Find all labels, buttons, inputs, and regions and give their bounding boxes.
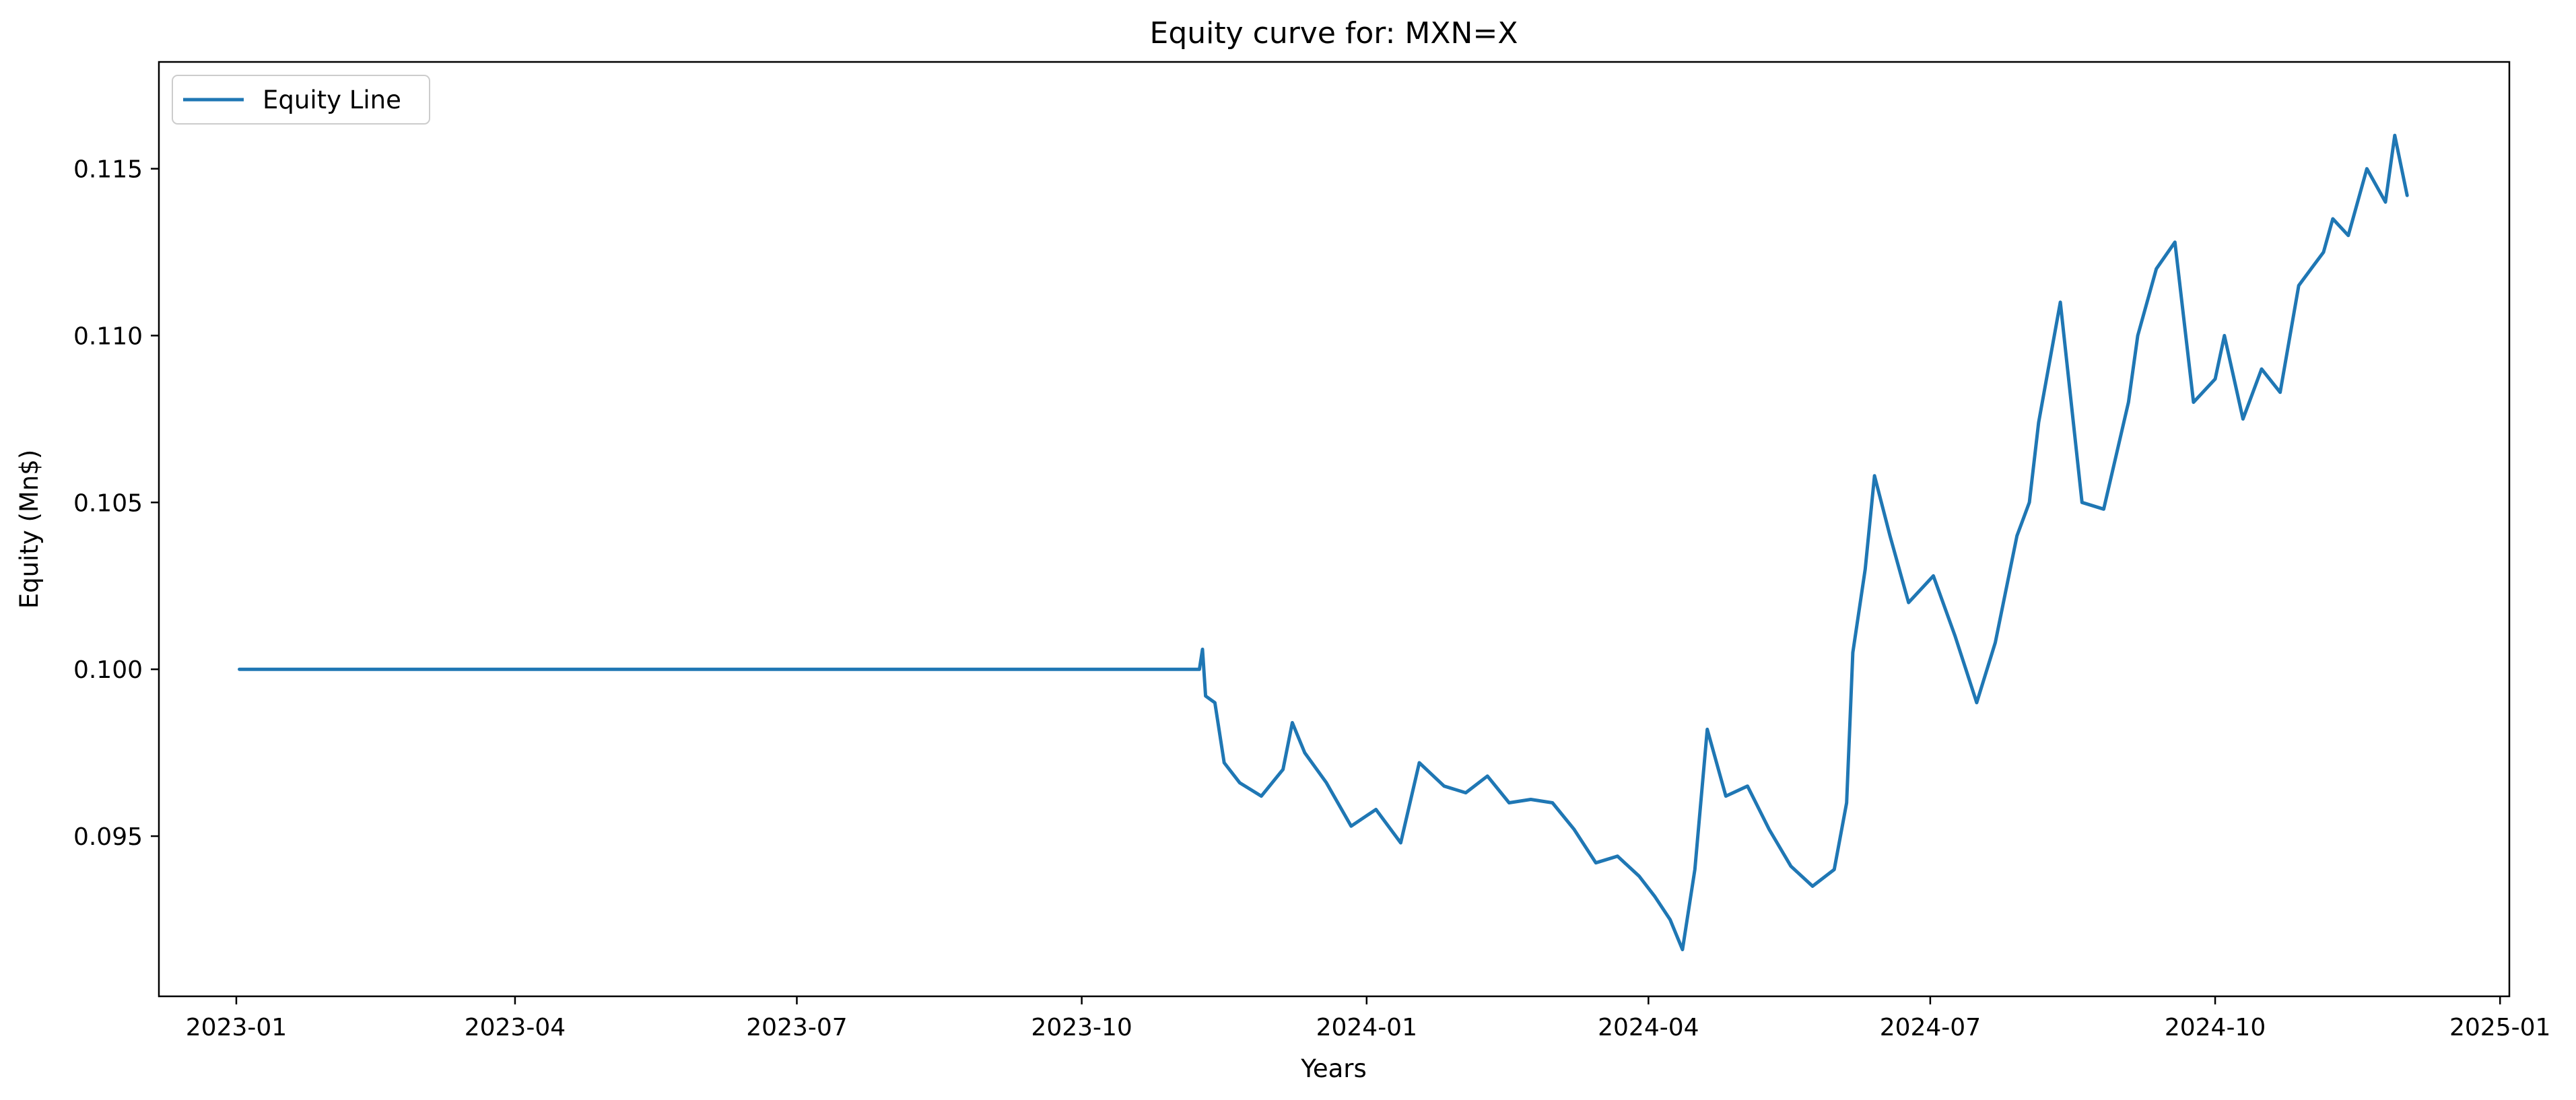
data-point: [2080, 501, 2083, 504]
data-point: [2332, 217, 2334, 220]
data-point: [1375, 808, 1378, 811]
x-tick-label: 2023-01: [186, 1014, 287, 1041]
data-point: [1669, 918, 1671, 921]
data-point: [2322, 251, 2325, 254]
y-tick-label: 0.095: [73, 823, 143, 851]
data-point: [2155, 267, 2158, 270]
data-point: [1282, 768, 1285, 771]
data-point: [2214, 378, 2216, 380]
data-point: [1706, 728, 1709, 730]
data-point: [1418, 761, 1421, 764]
x-axis-label: Years: [1300, 1054, 1367, 1083]
y-tick-label: 0.115: [73, 156, 143, 184]
data-point: [2103, 508, 2105, 510]
y-tick-label: 0.100: [73, 656, 143, 684]
data-point: [1201, 648, 1204, 650]
legend: Equity Line: [172, 75, 430, 125]
data-point: [1198, 668, 1200, 671]
data-point: [2127, 401, 2130, 404]
axes-frame: [158, 61, 2511, 998]
data-point: [238, 668, 241, 671]
data-point: [1464, 792, 1467, 794]
data-point: [1654, 895, 1656, 897]
data-point: [1747, 785, 1749, 788]
data-point: [1486, 775, 1489, 778]
data-point: [1975, 701, 1978, 704]
x-tick-label: 2023-04: [465, 1014, 566, 1041]
data-point: [1873, 475, 1876, 477]
data-point: [2310, 267, 2313, 270]
data-point: [1530, 798, 1532, 800]
data-point: [1260, 795, 1262, 798]
data-point: [1325, 782, 1328, 784]
data-point: [1205, 695, 1207, 697]
data-point: [1443, 785, 1446, 788]
data-point: [2192, 401, 2195, 404]
y-axis-label: Equity (Mn$): [15, 450, 44, 609]
data-point: [1833, 868, 1835, 871]
data-point: [1811, 885, 1814, 887]
chart-title: Equity curve for: MXN=X: [1150, 16, 1518, 50]
x-tick-label: 2024-04: [1598, 1014, 1699, 1041]
data-point: [1907, 601, 1910, 604]
data-point: [1291, 722, 1293, 724]
data-point: [1616, 855, 1619, 858]
data-point: [2173, 241, 2176, 244]
x-tick-label: 2024-01: [1316, 1014, 1417, 1041]
data-point: [2260, 368, 2263, 370]
data-point: [2059, 301, 2062, 304]
data-point: [2223, 335, 2226, 337]
data-point: [2365, 168, 2368, 170]
data-point: [1845, 802, 1848, 804]
y-tick-label: 0.110: [73, 322, 143, 350]
data-point: [1223, 761, 1225, 764]
data-point: [1594, 862, 1597, 864]
x-tick-label: 2024-07: [1880, 1014, 1981, 1041]
data-point: [1994, 642, 1996, 644]
data-point: [1350, 825, 1353, 827]
x-tick-label: 2025-01: [2449, 1014, 2550, 1041]
data-point: [2241, 417, 2244, 420]
legend-label-equity-line: Equity Line: [263, 85, 401, 114]
plot-content: [238, 133, 2409, 952]
data-point: [1551, 802, 1554, 804]
x-axis-ticks: 2023-01 2023-04 2023-07 2023-10 2024-01 2024-…: [186, 996, 2550, 1041]
x-tick-label: 2023-07: [746, 1014, 847, 1041]
x-tick-label: 2024-10: [2165, 1014, 2266, 1041]
data-point: [2037, 421, 2040, 423]
data-point: [1638, 875, 1640, 877]
y-tick-label: 0.105: [73, 489, 143, 517]
data-point: [1693, 868, 1696, 871]
legend-box: [172, 75, 430, 125]
data-point: [2394, 134, 2396, 137]
data-point: [1213, 701, 1216, 704]
data-point: [2016, 535, 2019, 537]
data-point: [2347, 234, 2350, 237]
data-point: [1790, 865, 1792, 868]
data-point: [1507, 802, 1510, 804]
data-point: [1724, 795, 1727, 798]
data-point: [2297, 284, 2300, 287]
data-point: [1768, 828, 1771, 831]
data-point: [2136, 335, 2139, 337]
data-point: [1932, 574, 1934, 577]
series-line-equity: [238, 133, 2409, 952]
data-point: [1238, 782, 1241, 784]
data-point: [1864, 568, 1866, 570]
y-axis-ticks: 0.095 0.100 0.105 0.110 0.115: [73, 156, 159, 851]
data-point: [1573, 828, 1575, 831]
data-point: [2406, 194, 2408, 197]
data-point: [2384, 201, 2387, 203]
data-point: [1852, 651, 1854, 654]
data-point: [1954, 635, 1957, 638]
data-point: [1303, 751, 1306, 754]
data-point: [1681, 949, 1684, 951]
data-point: [1399, 841, 1402, 844]
data-point: [2028, 501, 2031, 504]
x-tick-label: 2023-10: [1031, 1014, 1132, 1041]
data-point: [2279, 391, 2282, 394]
data-point: [1889, 535, 1891, 537]
